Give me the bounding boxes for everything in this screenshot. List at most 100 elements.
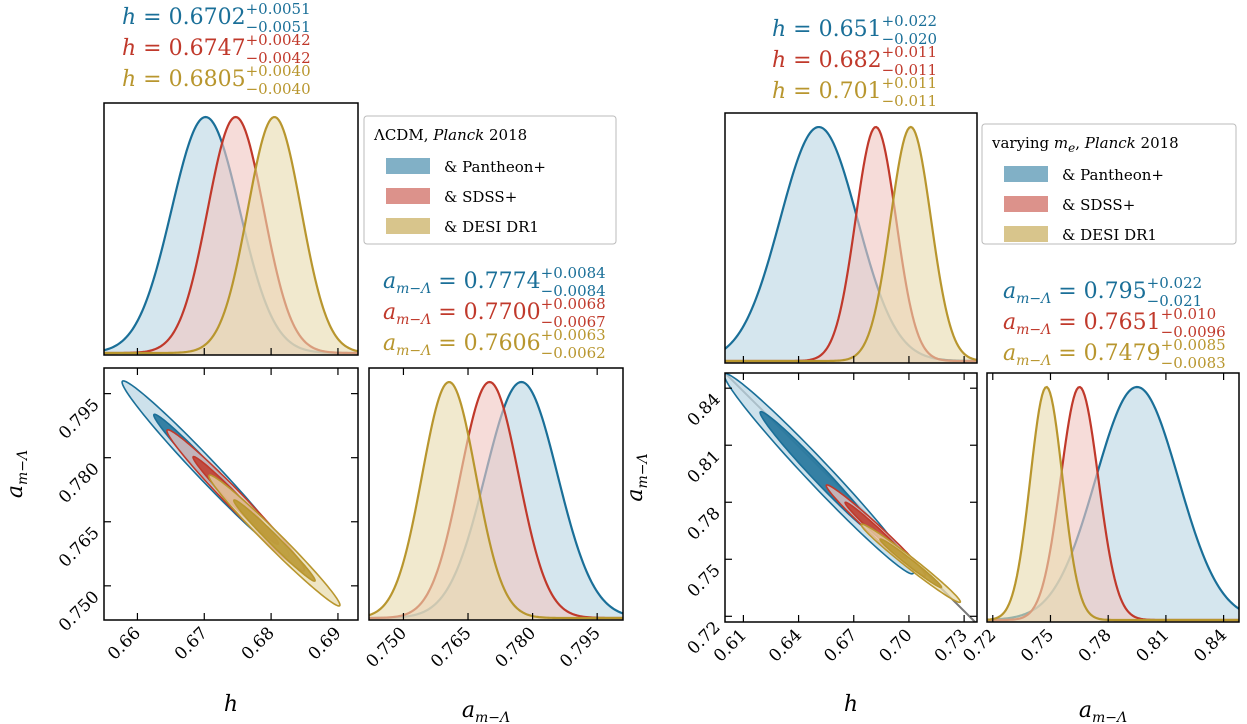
y-tick-label: 0.795 — [55, 395, 104, 444]
panel-right: 0.61 0.64 0.67 0.70 0.730.72 0.75 0.78 0.81 0.84… — [623, 12, 1240, 724]
density-fill-sdss — [725, 127, 977, 363]
legend-entry: & Pantheon+ — [444, 158, 546, 176]
a-annotation-sdss: am−Λ = 0.7700+0.0068 — [383, 295, 606, 328]
joint-contours — [725, 373, 977, 622]
density-line-desidr1 — [369, 380, 623, 620]
joint-axes — [103, 367, 359, 621]
density-line-desidr1 — [725, 125, 977, 363]
legend-title: varying me, Planck 2018 — [991, 134, 1179, 155]
legend-swatch-pantheon — [386, 158, 430, 174]
h-marginal-curves — [725, 125, 977, 363]
h-marginal-axes — [103, 102, 359, 356]
density-fill-pantheon — [987, 387, 1239, 622]
contour-68-desidr1 — [233, 499, 316, 582]
h-annotation-sdss: h = 0.682+0.011 — [772, 43, 937, 73]
legend-entry: & SDSS+ — [444, 188, 517, 206]
a-marginal-curves — [987, 385, 1239, 622]
a-marginal-curves — [369, 380, 623, 620]
density-fill-desidr1 — [369, 382, 623, 620]
h-annotation-sdss-sub: −0.0042 — [246, 49, 311, 67]
a-y-tick-labels: 0.750 0.765 0.780 0.795 — [55, 393, 358, 636]
a-marginal-axes — [368, 367, 624, 621]
a-marginal-axes — [986, 372, 1240, 623]
a-tick-labels: 0.72 0.75 0.78 0.81 0.84 — [959, 373, 1231, 666]
h-annotation-desidr1: h = 0.6805+0.0040 — [122, 62, 311, 92]
joint-contours — [121, 380, 341, 607]
y-tick-label: 0.78 — [684, 504, 725, 545]
y-tick-label: 0.75 — [684, 561, 725, 602]
x-tick-label: 0.67 — [171, 623, 212, 664]
x-tick-label: 0.750 — [362, 623, 411, 672]
h-annotation-desidr1-sub: −0.011 — [882, 92, 938, 110]
a-annotation-pantheon-sub: −0.0084 — [541, 282, 606, 300]
h-annotation-sdss-sub: −0.011 — [882, 61, 938, 79]
a-annotation-sdss: am−Λ = 0.7651+0.010 — [1003, 305, 1216, 338]
a-y-tick-labels: 0.720.750.780.810.84 — [684, 387, 977, 659]
h-annotation-desidr1: h = 0.701+0.011 — [772, 74, 937, 104]
legend-swatch-desidr1 — [386, 218, 430, 234]
a-annotation-pantheon: am−Λ = 0.7774+0.0084 — [383, 264, 606, 297]
legend: varying me, Planck 2018 & Pantheon+ & SDSS… — [981, 123, 1237, 245]
legend-swatch-sdss — [1004, 196, 1048, 212]
a-annotation-sdss-sub: −0.0096 — [1161, 323, 1226, 341]
x-axis-label-h: h — [844, 692, 858, 717]
legend-entry: & SDSS+ — [1062, 196, 1135, 214]
legend-entry: & DESI DR1 — [444, 218, 539, 236]
joint-axes — [724, 372, 978, 623]
panel-left: 0.66 0.67 0.68 0.69 0.750 0.765 0.780 0.7950.75… — [3, 0, 624, 724]
legend-swatch-sdss — [386, 188, 430, 204]
x-axis-label-a: am−Λ — [1079, 698, 1127, 724]
density-fill-sdss — [104, 117, 358, 355]
x-axis-label-a: am−Λ — [462, 698, 510, 724]
y-tick-label: 0.81 — [684, 447, 725, 488]
x-tick-label: 0.780 — [492, 623, 541, 672]
legend-entry: & DESI DR1 — [1062, 226, 1157, 244]
legend-box — [363, 115, 617, 245]
contour-68-desidr1 — [879, 538, 943, 589]
legend-title: ΛCDM, Planck 2018 — [373, 126, 527, 144]
x-tick-label: 0.69 — [305, 623, 346, 664]
y-axis-label-a: am−Λ — [623, 453, 651, 501]
x-tick-label: 0.64 — [765, 625, 806, 666]
h-annotation-desidr1-sub: −0.0040 — [246, 80, 311, 98]
y-tick-label: 0.780 — [55, 459, 104, 508]
density-fill-desidr1 — [725, 127, 977, 363]
y-axis-label-a: am−Λ — [3, 450, 31, 498]
a-annotation-pantheon-sub: −0.021 — [1147, 292, 1203, 310]
a-annotation-pantheon: am−Λ = 0.795+0.022 — [1003, 274, 1202, 307]
y-tick-label: 0.765 — [55, 523, 104, 572]
density-line-desidr1 — [987, 385, 1239, 622]
x-tick-label: 0.75 — [1017, 625, 1058, 666]
a-annotation-desidr1: am−Λ = 0.7479+0.0085 — [1003, 336, 1226, 369]
a-annotation-desidr1-sub: −0.0062 — [541, 344, 606, 362]
legend-swatch-desidr1 — [1004, 226, 1048, 242]
h-annotation-pantheon: h = 0.6702+0.0051 — [122, 0, 311, 30]
x-tick-label: 0.84 — [1190, 625, 1231, 666]
y-tick-label: 0.84 — [684, 390, 725, 431]
x-tick-label: 0.81 — [1133, 625, 1174, 666]
legend-swatch-pantheon — [1004, 166, 1048, 182]
density-fill-sdss — [369, 382, 623, 620]
x-axis-label-h: h — [224, 692, 238, 717]
legend-box — [981, 123, 1237, 245]
x-tick-label: 0.795 — [556, 623, 605, 672]
legend: ΛCDM, Planck 2018 & Pantheon+ & SDSS+ & DES… — [363, 115, 617, 245]
density-line-desidr1 — [104, 115, 358, 355]
h-annotation-sdss: h = 0.6747+0.0042 — [122, 31, 311, 61]
legend-entry: & Pantheon+ — [1062, 166, 1164, 184]
y-tick-label: 0.750 — [55, 587, 104, 636]
x-tick-label: 0.78 — [1075, 625, 1116, 666]
h-marginal-curves — [104, 115, 358, 355]
a-annotation-sdss-sub: −0.0067 — [541, 313, 606, 331]
x-tick-label: 0.70 — [876, 625, 917, 666]
density-fill-desidr1 — [987, 387, 1239, 622]
x-tick-label: 0.67 — [820, 625, 861, 666]
a-annotation-desidr1: am−Λ = 0.7606+0.0063 — [383, 326, 606, 359]
h-annotation-pantheon: h = 0.651+0.022 — [772, 12, 937, 42]
x-tick-label: 0.72 — [959, 625, 1000, 666]
h-marginal-axes — [724, 112, 978, 364]
x-tick-label: 0.765 — [427, 623, 476, 672]
h-annotation-pantheon-sub: −0.020 — [882, 30, 938, 48]
x-tick-label: 0.68 — [238, 623, 279, 664]
